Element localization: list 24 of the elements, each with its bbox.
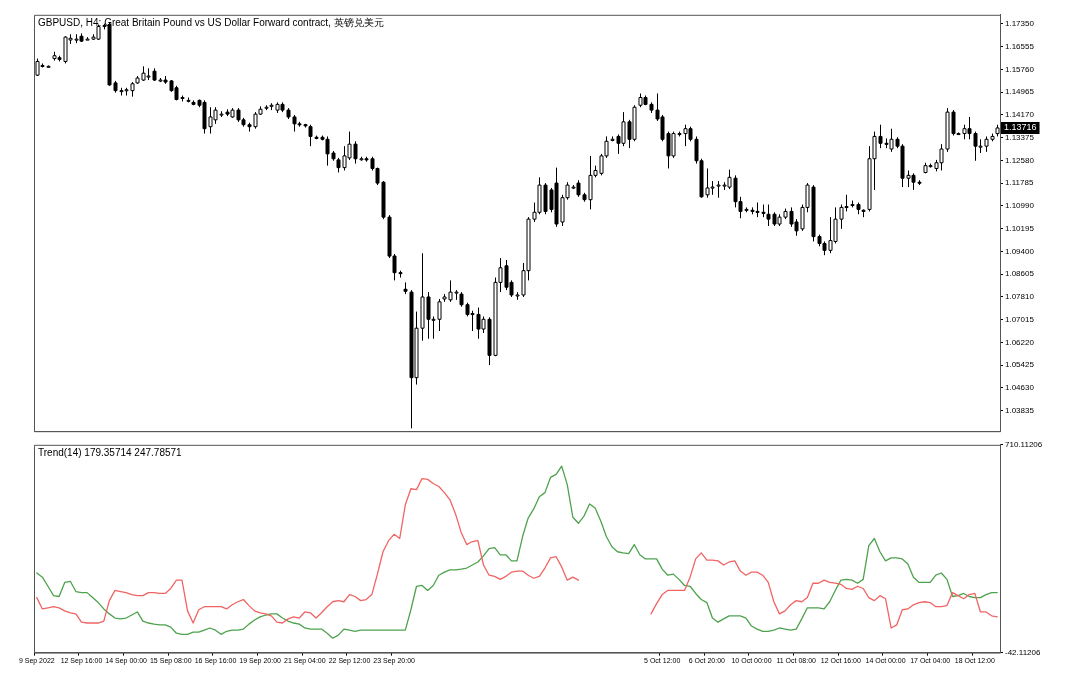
y-tick-label: 1.14170: [1005, 110, 1035, 120]
y-tick-label: 1.14965: [1005, 87, 1035, 97]
y-tick-label: 1.07015: [1005, 314, 1035, 324]
y-tick-label: 1.17350: [1005, 19, 1035, 29]
y-tick-label: 1.09400: [1005, 246, 1035, 256]
y-tick-label: 1.08605: [1005, 269, 1035, 279]
y-tick-label: 1.06220: [1005, 337, 1035, 347]
y-tick-label: 1.11785: [1005, 178, 1034, 188]
y-tick-label: 1.07810: [1005, 292, 1035, 302]
chart-title: Trend(14) 179.35714 247.78571: [38, 446, 183, 458]
y-tick-label: 710.11206: [1005, 440, 1043, 449]
annotation: 1.13716: [1004, 122, 1037, 133]
y-tick-label: 1.13375: [1005, 132, 1035, 142]
y-tick-label: 1.10195: [1005, 223, 1035, 233]
y-tick-label: 1.05425: [1005, 360, 1035, 370]
y-tick-label: 1.10990: [1005, 201, 1035, 211]
y-tick-label: 1.12580: [1005, 155, 1035, 165]
chart-title: GBPUSD, H4: Great Britain Pound vs US Dollar Forward contract, 英镑兑美元: [38, 16, 384, 28]
y-tick-label: 1.15760: [1005, 64, 1035, 74]
y-tick-label: 1.16555: [1005, 41, 1035, 51]
y-tick-label: 1.04630: [1005, 383, 1035, 393]
y-tick-label: 1.03835: [1005, 405, 1035, 415]
candlestick: [308, 124, 313, 147]
y-tick-label: -42.11206: [1005, 647, 1041, 657]
